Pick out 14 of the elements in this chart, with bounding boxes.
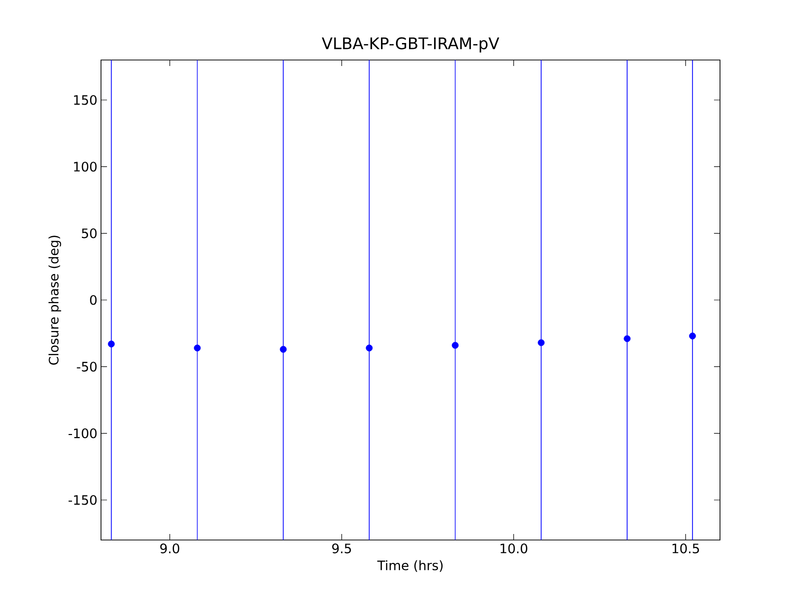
y-tick-label: -50 [76, 362, 97, 372]
y-tick-label: 150 [74, 95, 97, 105]
x-axis-title: Time (hrs) [377, 560, 443, 572]
x-tick-label: 10.5 [672, 544, 699, 554]
x-tick-label: 9.5 [332, 544, 351, 554]
y-tick-label: 50 [82, 228, 97, 238]
chart-title: VLBA-KP-GBT-IRAM-pV [322, 37, 500, 52]
x-tick-label: 10.0 [500, 544, 528, 554]
y-tick-label: -100 [68, 428, 97, 438]
y-axis-title: Closure phase (deg) [48, 236, 62, 365]
y-tick-label: 100 [74, 162, 97, 172]
y-tick-label: 0 [90, 295, 97, 305]
x-tick-label: 9.0 [160, 544, 180, 554]
y-tick-label: -150 [68, 495, 97, 505]
